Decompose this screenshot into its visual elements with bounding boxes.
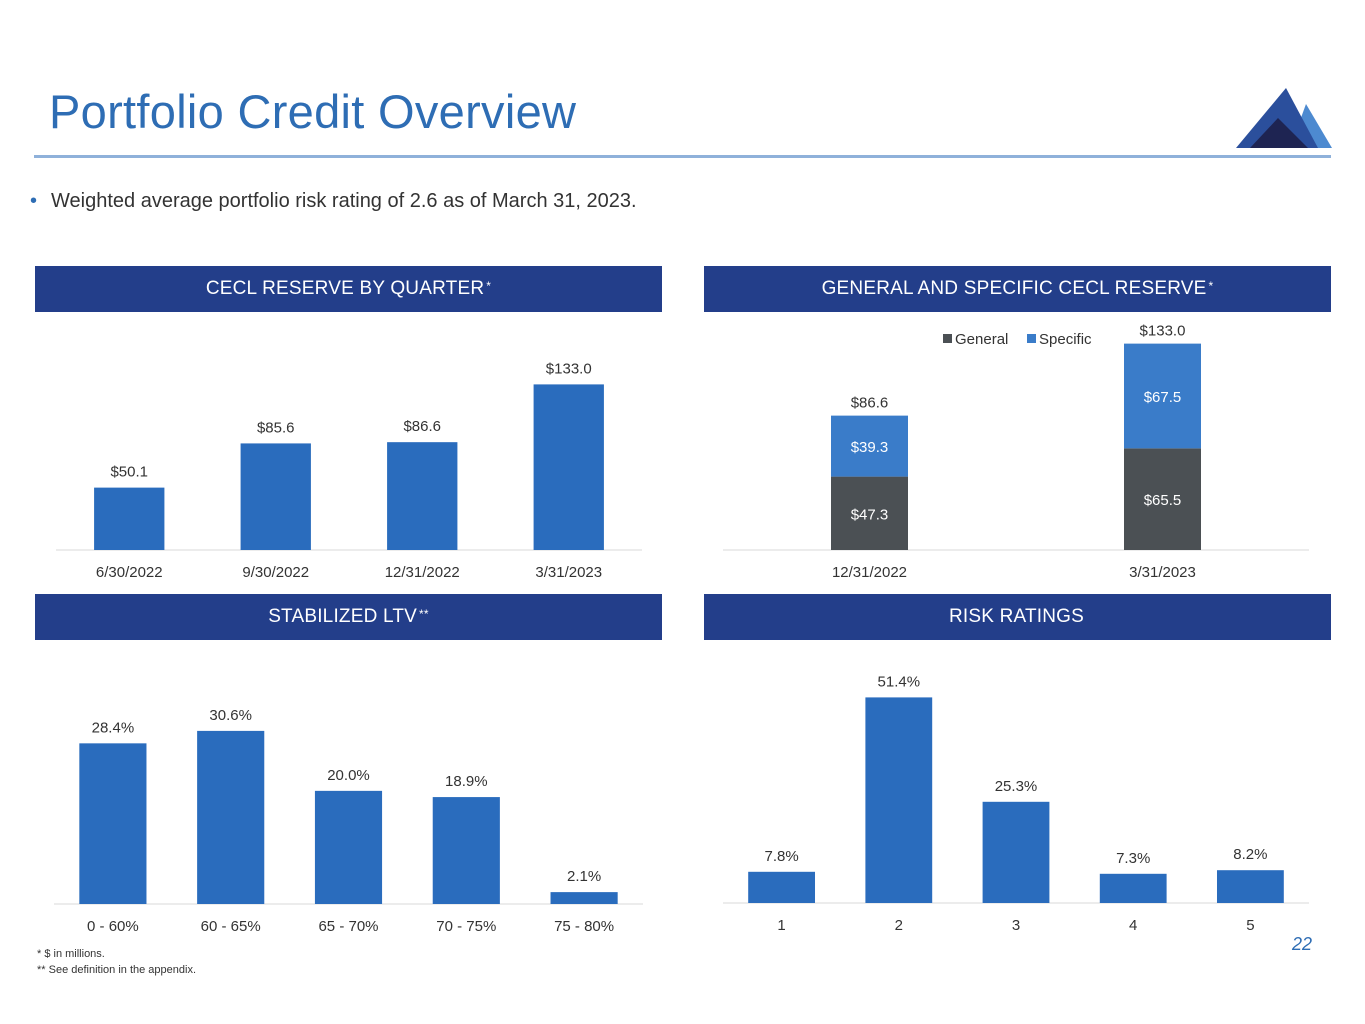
risk-bar [1216, 870, 1284, 903]
cecl-data-label: $86.6 [403, 418, 441, 435]
page-title: Portfolio Credit Overview [49, 85, 577, 138]
risk-data-label: 25.3% [995, 778, 1038, 795]
bullet-point: • Weighted average portfolio risk rating … [30, 190, 637, 213]
ltv-panel-header: STABILIZED LTV ** [35, 594, 662, 640]
stacked-segment-label-general: $47.3 [851, 506, 889, 523]
stacked-bar-specific [1124, 343, 1201, 449]
general-specific-chart: $47.3 $39.3 $86.6 12/31/2022 $65.5 $67.5 $133.… [723, 323, 1309, 581]
risk-data-label: 8.2% [1233, 846, 1267, 863]
general-specific-panel-header: GENERAL AND SPECIFIC CECL RESERVE * [704, 266, 1331, 312]
cecl-bar [387, 442, 458, 550]
cecl-reserve-chart: $50.1 6/30/2022 $85.6 9/30/2022 $86.6 12/31/2… [56, 360, 642, 581]
legend-label-general: General [955, 331, 1008, 348]
cecl-data-label: $85.6 [257, 419, 295, 436]
general-specific-tick-label: 12/31/2022 [832, 564, 907, 581]
risk-tick-label: 3 [1012, 917, 1020, 934]
stacked-bar-general [1124, 448, 1201, 550]
ltv-tick-label: 65 - 70% [318, 918, 378, 935]
cecl-bar [94, 487, 165, 550]
stacked-total-label: $86.6 [851, 395, 889, 412]
footnote-appendix: ** See definition in the appendix. [37, 964, 197, 976]
risk-data-label: 51.4% [878, 673, 921, 690]
logo-dark-peak [1250, 118, 1308, 148]
ltv-bar [197, 730, 265, 904]
stacked-bar-general [831, 476, 908, 550]
cecl-tick-label: 3/31/2023 [535, 564, 602, 581]
ltv-tick-label: 75 - 80% [554, 918, 614, 935]
ltv-bar [79, 743, 147, 904]
page-number: 22 [1292, 934, 1313, 954]
stabilized-ltv-chart: 28.4% 0 - 60% 30.6% 60 - 65% 20.0% 65 - 70% 18… [54, 707, 643, 935]
cecl-header-sup: * [486, 279, 492, 293]
general-specific-tick-label: 3/31/2023 [1129, 564, 1196, 581]
bullet-text: Weighted average portfolio risk rating o… [51, 190, 637, 212]
stacked-segment-label-specific: $39.3 [851, 439, 889, 456]
ltv-tick-label: 70 - 75% [436, 918, 496, 935]
ltv-tick-label: 60 - 65% [201, 918, 261, 935]
cecl-panel-header: CECL RESERVE BY QUARTER * [35, 266, 662, 312]
stacked-segment-label-specific: $67.5 [1144, 389, 1182, 406]
ltv-data-label: 20.0% [327, 767, 370, 784]
cecl-tick-label: 12/31/2022 [385, 564, 460, 581]
risk-tick-label: 4 [1129, 917, 1137, 934]
cecl-data-label: $133.0 [546, 360, 592, 377]
stacked-segment-label-general: $65.5 [1144, 492, 1182, 509]
legend-label-specific: Specific [1039, 331, 1092, 348]
cecl-tick-label: 9/30/2022 [242, 564, 309, 581]
ltv-bar [314, 790, 383, 904]
bullet-dot-icon: • [30, 190, 38, 212]
risk-data-label: 7.3% [1116, 850, 1150, 867]
risk-tick-label: 5 [1246, 917, 1254, 934]
risk-ratings-chart: 7.8% 1 51.4% 2 25.3% 3 7.3% 4 8.2% 5 [723, 673, 1309, 934]
risk-bar [865, 697, 933, 903]
risk-tick-label: 1 [777, 917, 785, 934]
general-specific-header-sup: * [1208, 279, 1214, 293]
cecl-tick-label: 6/30/2022 [96, 564, 163, 581]
ltv-bar [432, 797, 500, 904]
risk-panel-header: RISK RATINGS [704, 594, 1331, 640]
footnote-millions: * $ in millions. [37, 948, 105, 960]
ltv-bar [550, 892, 618, 904]
ltv-data-label: 28.4% [92, 719, 135, 736]
ltv-tick-label: 0 - 60% [87, 918, 139, 935]
cecl-bar [240, 443, 311, 550]
ltv-data-label: 2.1% [567, 868, 601, 885]
cecl-data-label: $50.1 [110, 464, 148, 481]
risk-bar [982, 801, 1050, 903]
cecl-header-text: CECL RESERVE BY QUARTER [205, 278, 485, 299]
general-specific-header-text: GENERAL AND SPECIFIC CECL RESERVE [821, 278, 1207, 299]
logo-mid-peak [1236, 88, 1318, 148]
legend-swatch-specific [1027, 334, 1036, 343]
legend-swatch-general [943, 334, 952, 343]
stacked-bar-specific [831, 415, 908, 477]
ltv-header-text: STABILIZED LTV [268, 606, 418, 627]
risk-header-text: RISK RATINGS [948, 606, 1085, 627]
risk-bar [748, 871, 816, 903]
title-divider [34, 155, 1331, 158]
risk-tick-label: 2 [895, 917, 903, 934]
ltv-data-label: 18.9% [445, 773, 488, 790]
risk-bar [1099, 873, 1167, 903]
cecl-bar [533, 384, 604, 550]
stacked-total-label: $133.0 [1140, 323, 1186, 340]
ltv-data-label: 30.6% [209, 707, 252, 724]
risk-data-label: 7.8% [764, 848, 798, 865]
ltv-header-sup: ** [419, 607, 429, 621]
mountain-logo-icon [1236, 88, 1332, 148]
